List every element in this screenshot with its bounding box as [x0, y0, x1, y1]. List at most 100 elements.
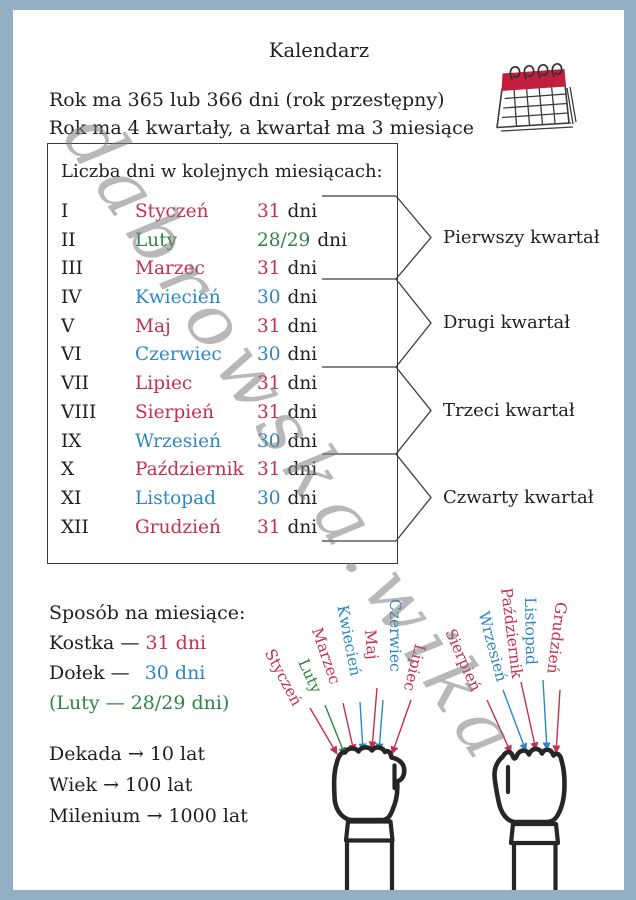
days-unit: dni: [287, 401, 318, 423]
table-row: IV Kwiecień 30 dni: [61, 284, 391, 313]
fan-label-month: Grudzień: [543, 601, 570, 675]
month-numeral: III: [61, 258, 83, 280]
table-row: XII Grudzień 31 dni: [61, 514, 391, 543]
table-row: VI Czerwiec 30 dni: [61, 341, 391, 370]
month-name: Kwiecień: [135, 287, 221, 309]
period-line-millennium: Milenium → 1000 lat: [49, 801, 248, 832]
month-name: Sierpień: [135, 401, 215, 423]
period-line-decade: Dekada → 10 lat: [49, 739, 248, 770]
months-table: I Styczeń 31 dni II Luty 28/29 dni III M…: [61, 198, 391, 542]
period-value: 100 lat: [125, 774, 193, 796]
table-row: I Styczeń 31 dni: [61, 198, 391, 227]
month-numeral: VII: [61, 373, 89, 395]
days-unit: dni: [287, 258, 318, 280]
days-unit: dni: [287, 487, 318, 509]
intro-text: Rok ma 365 lub 366 dni (rok przestępny) …: [49, 86, 474, 142]
right-arrow-icon: →: [127, 743, 144, 765]
knuckle-label: Kostka —: [49, 632, 140, 654]
month-name: Marzec: [135, 258, 205, 280]
period-value: 10 lat: [149, 743, 206, 765]
left-hand-pointer-lines: [309, 687, 412, 756]
intro-line-quarters: Rok ma 4 kwartały, a kwartał ma 3 miesią…: [49, 117, 475, 139]
month-days: 30: [257, 487, 281, 509]
table-row: VII Lipiec 31 dni: [61, 370, 391, 399]
fan-label-month: Listopad: [521, 596, 541, 666]
days-unit: dni: [287, 373, 318, 395]
days-unit: dni: [287, 516, 318, 538]
table-row: VIII Sierpień 31 dni: [61, 399, 391, 428]
days-unit: dni: [287, 430, 318, 452]
month-numeral: V: [61, 315, 75, 337]
month-numeral: II: [61, 229, 76, 251]
left-fist-illustration: [331, 745, 407, 890]
quarter-label-2: Drugi kwartał: [443, 312, 571, 333]
month-numeral: IV: [61, 287, 82, 309]
month-days: 31: [257, 201, 281, 222]
month-days: 30: [257, 344, 281, 366]
page-title: Kalendarz: [268, 39, 370, 62]
fan-label-month: Czerwiec: [386, 599, 404, 672]
month-days: 31: [257, 258, 281, 280]
days-unit: dni: [287, 344, 318, 366]
days-unit: dni: [287, 287, 318, 309]
month-name: Wrzesień: [135, 430, 221, 452]
month-name: Październik: [135, 459, 244, 481]
period-name: Milenium: [49, 805, 141, 827]
fan-label-month: Sierpień: [441, 626, 485, 694]
month-days: 31: [257, 459, 281, 481]
days-unit: dni: [287, 315, 318, 337]
intro-line-year: Rok ma 365 lub 366 dni (rok przestępny): [49, 89, 445, 111]
month-days: 31: [257, 373, 281, 395]
quarter-label-1: Pierwszy kwartał: [443, 226, 600, 248]
month-name: Czerwiec: [135, 344, 222, 366]
mnemonic-dip-line: Dołek — 30 dni: [49, 658, 245, 688]
month-days: 30: [257, 287, 281, 309]
right-hand-pointer-lines: [486, 679, 561, 754]
month-numeral: I: [61, 201, 69, 222]
fan-label-month: Lipiec: [399, 642, 429, 694]
month-numeral: VIII: [61, 401, 97, 423]
month-numeral: XII: [61, 516, 89, 538]
table-row: II Luty 28/29 dni: [61, 227, 391, 256]
months-box-heading: Liczba dni w kolejnych miesiącach:: [61, 161, 383, 182]
right-arrow-icon: →: [146, 805, 163, 827]
table-row: III Marzec 31 dni: [61, 255, 391, 284]
right-fist-illustration: [492, 746, 567, 890]
period-value: 1000 lat: [168, 805, 248, 827]
fan-label-month: Maj: [361, 628, 382, 661]
mnemonic-heading: Sposób na miesiące:: [49, 602, 246, 624]
periods-block: Dekada → 10 lat Wiek → 100 lat Milenium …: [49, 739, 248, 832]
month-numeral: IX: [61, 430, 82, 452]
month-name: Maj: [135, 315, 171, 337]
quarter-label-3: Trzeci kwartał: [443, 399, 575, 421]
dip-label: Dołek —: [49, 662, 130, 684]
mnemonic-knuckle-line: Kostka — 31 dni: [49, 628, 245, 658]
period-name: Dekada: [49, 743, 122, 765]
month-name: Grudzień: [135, 516, 221, 538]
month-numeral: VI: [61, 344, 82, 366]
month-days: 31: [257, 315, 281, 337]
table-row: X Październik 31 dni: [61, 456, 391, 485]
period-line-century: Wiek → 100 lat: [49, 770, 248, 801]
fan-label-month: Styczeń: [260, 646, 306, 709]
period-name: Wiek: [49, 774, 98, 796]
table-row: IX Wrzesień 30 dni: [61, 428, 391, 457]
days-unit: dni: [287, 201, 318, 222]
days-unit: dni: [287, 459, 318, 481]
mnemonic-block: Sposób na miesiące: Kostka — 31 dni Dołe…: [49, 598, 245, 718]
knuckle-value: 31 dni: [145, 632, 207, 654]
month-numeral: XI: [61, 487, 82, 509]
month-name: Lipiec: [135, 373, 193, 395]
month-days: 31: [257, 401, 281, 423]
month-numeral: X: [61, 459, 75, 481]
month-days: 31: [257, 516, 281, 538]
month-name: Luty: [135, 229, 178, 251]
calendar-icon: [496, 63, 577, 132]
month-days: 30: [257, 430, 281, 452]
february-note: (Luty — 28/29 dni): [49, 692, 230, 714]
month-days: 28/29: [257, 229, 311, 251]
quarter-label-4: Czwarty kwartał: [443, 486, 594, 508]
table-row: XI Listopad 30 dni: [61, 485, 391, 514]
month-name: Listopad: [135, 487, 216, 509]
